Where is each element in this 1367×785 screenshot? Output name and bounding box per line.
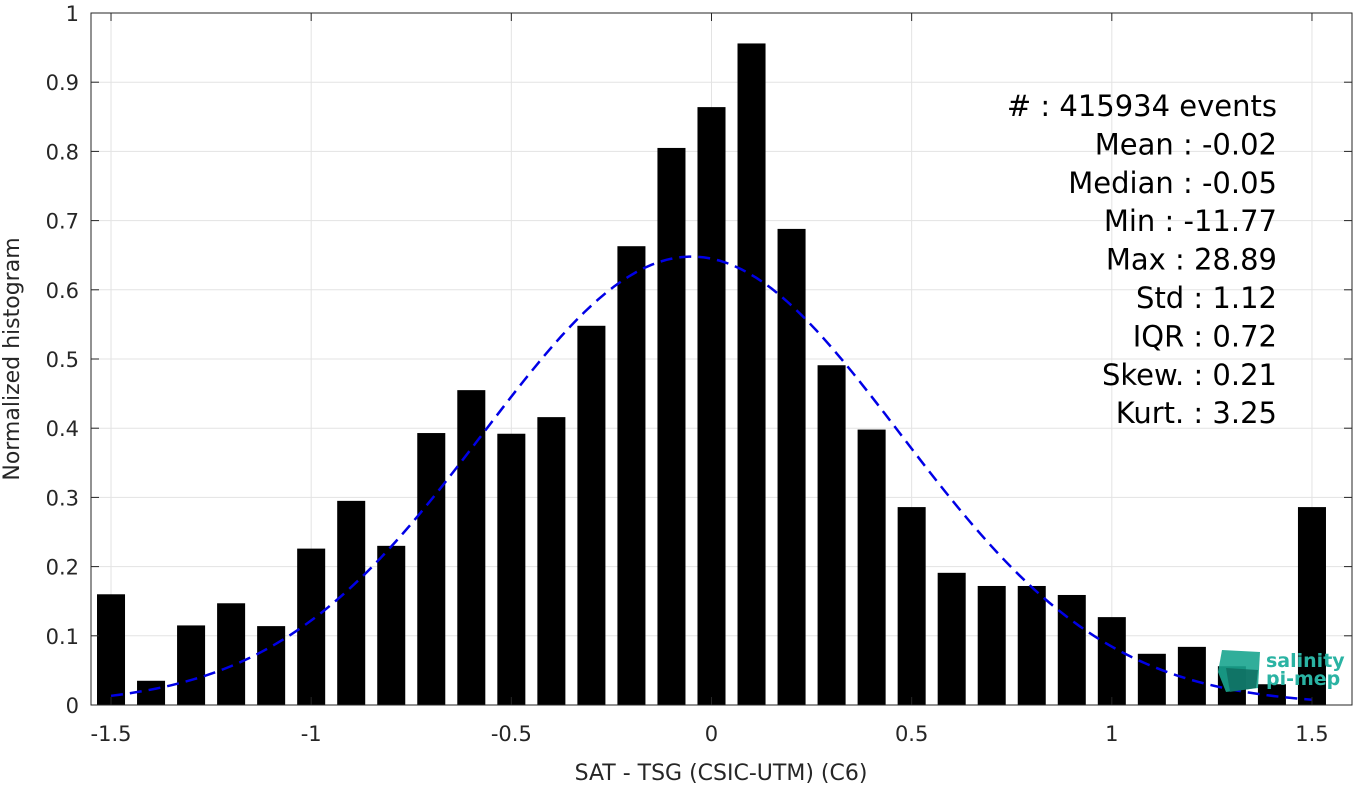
y-tick-label: 0.4 bbox=[46, 417, 79, 441]
histogram-bar bbox=[977, 585, 1006, 705]
histogram-bar bbox=[137, 680, 166, 705]
y-axis-label: Normalized histogram bbox=[0, 237, 25, 480]
histogram-bar bbox=[417, 433, 446, 705]
y-tick-label: 0.1 bbox=[46, 625, 79, 649]
histogram-bars bbox=[97, 43, 1326, 706]
histogram-bar bbox=[817, 365, 846, 705]
y-tick-label: 0.3 bbox=[46, 486, 79, 510]
stat-line: Min : -11.77 bbox=[1104, 204, 1277, 238]
histogram-bar bbox=[697, 107, 726, 705]
histogram-bar bbox=[657, 147, 686, 705]
histogram-bar bbox=[857, 429, 886, 705]
histogram-bar bbox=[1097, 617, 1126, 705]
histogram-bar bbox=[257, 626, 286, 705]
stat-line: Median : -0.05 bbox=[1068, 166, 1277, 200]
stat-line: Skew. : 0.21 bbox=[1102, 358, 1277, 392]
x-tick-label: 0 bbox=[705, 722, 718, 746]
x-tick-label: -0.5 bbox=[491, 722, 532, 746]
histogram-bar bbox=[537, 417, 566, 705]
stat-line: Kurt. : 3.25 bbox=[1116, 396, 1277, 430]
stat-line: Max : 28.89 bbox=[1106, 243, 1277, 277]
histogram-bar bbox=[737, 43, 766, 705]
histogram-bar bbox=[617, 246, 646, 706]
histogram-bar bbox=[337, 500, 366, 705]
y-tick-label: 0.5 bbox=[46, 348, 79, 372]
y-axis-ticks: 0 0.1 0.2 0.3 0.4 0.5 0.6 0.7 0.8 0.9 1 bbox=[46, 2, 1352, 718]
y-tick-label: 0.7 bbox=[46, 210, 79, 234]
logo-line2: pi-mep bbox=[1266, 668, 1340, 690]
histogram-bar bbox=[777, 228, 806, 706]
stat-line: Mean : -0.02 bbox=[1095, 127, 1277, 161]
y-tick-label: 0.6 bbox=[46, 279, 79, 303]
x-tick-label: 0.5 bbox=[895, 722, 928, 746]
x-tick-label: -1 bbox=[301, 722, 322, 746]
x-tick-label: 1 bbox=[1105, 722, 1118, 746]
histogram-bar bbox=[577, 325, 606, 705]
stat-line: # : 415934 events bbox=[1007, 89, 1277, 123]
x-axis-label: SAT - TSG (CSIC-UTM) (C6) bbox=[575, 761, 868, 785]
histogram-bar bbox=[897, 507, 926, 705]
y-tick-label: 0.9 bbox=[46, 71, 79, 95]
x-tick-label: -1.5 bbox=[91, 722, 132, 746]
salinity-pimep-logo: salinity pi-mep bbox=[1218, 650, 1345, 692]
y-tick-label: 0.8 bbox=[46, 140, 79, 164]
gaussian-fit-curve bbox=[110, 255, 1313, 701]
histogram-bar bbox=[377, 545, 406, 705]
stat-line: Std : 1.12 bbox=[1136, 281, 1277, 315]
histogram-bar bbox=[497, 433, 526, 705]
y-tick-label: 0.2 bbox=[46, 556, 79, 580]
stat-line: IQR : 0.72 bbox=[1133, 319, 1277, 353]
histogram-bar bbox=[1297, 507, 1326, 705]
histogram-bar bbox=[217, 603, 246, 705]
y-tick-label: 1 bbox=[66, 2, 79, 26]
x-axis-ticks: -1.5 -1 -0.5 0 0.5 1 1.5 bbox=[91, 13, 1329, 746]
histogram-bar bbox=[177, 625, 206, 705]
histogram-bar bbox=[457, 390, 486, 705]
x-tick-label: 1.5 bbox=[1295, 722, 1328, 746]
histogram-bar bbox=[937, 572, 966, 705]
statistics-annotation: # : 415934 events Mean : -0.02 Median : -0… bbox=[1007, 89, 1277, 430]
histogram-bar bbox=[1017, 585, 1046, 705]
y-tick-label: 0 bbox=[66, 694, 79, 718]
histogram-bar bbox=[97, 594, 126, 705]
logo-line1: salinity bbox=[1266, 650, 1345, 672]
logo-mark-shade-icon bbox=[1226, 668, 1258, 692]
histogram-bar bbox=[297, 548, 326, 705]
